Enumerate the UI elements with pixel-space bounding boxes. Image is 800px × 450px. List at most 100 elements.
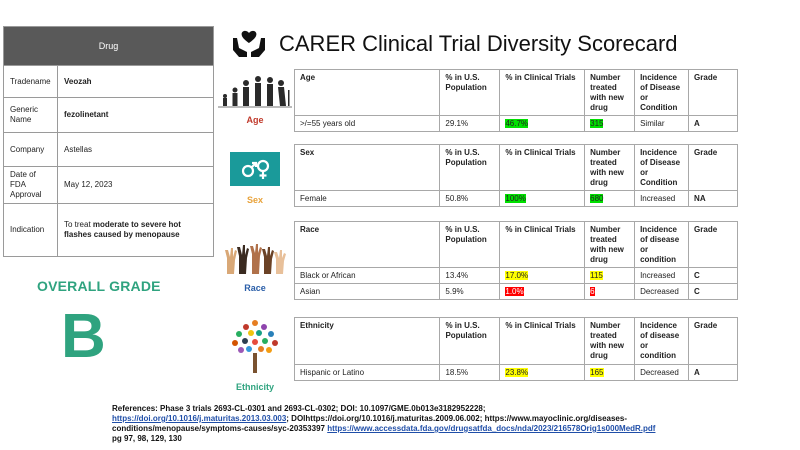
col-header: Number treated with new drug [584, 221, 636, 268]
col-header: % in U.S. Population [439, 221, 501, 268]
table-row: Hispanic or Latino 18.5% 23.8% 165 Decre… [293, 364, 738, 381]
col-header: Incidence of disease or condition [634, 221, 690, 268]
age-table: Age % in U.S. Population % in Clinical T… [293, 69, 738, 132]
col-header: % in U.S. Population [439, 317, 501, 365]
grade-cell: NA [688, 190, 738, 207]
col-header: Race [293, 221, 441, 268]
table-row: Black or African 13.4% 17.0% 115 Increas… [293, 267, 738, 284]
group-cell: Female [293, 190, 441, 207]
references-text: ; DOIhttps://doi.org/10.1016/j.maturitas… [112, 414, 627, 433]
col-header: Number treated with new drug [584, 317, 636, 365]
trials-cell: 100% [499, 190, 586, 207]
people-tree-icon [232, 320, 278, 373]
race-category-label: Race [244, 283, 266, 293]
treated-cell: 680 [584, 190, 636, 207]
incidence-cell: Increased [634, 267, 690, 284]
company-value: Astellas [64, 144, 93, 154]
references-pages: pg 97, 98, 129, 130 [112, 434, 182, 443]
col-header: Grade [688, 221, 738, 268]
race-category-icon: Race [218, 244, 292, 293]
col-header: Grade [688, 144, 738, 191]
population-cell: 13.4% [439, 267, 501, 284]
tradename-value: Veozah [64, 76, 92, 86]
reference-link[interactable]: https://doi.org/10.1016/j.maturitas.2013… [112, 414, 287, 423]
col-header: Sex [293, 144, 441, 191]
generic-name-label: Generic Name [4, 98, 58, 132]
table-row: Female 50.8% 100% 680 Increased NA [293, 190, 738, 207]
col-header: Incidence of Disease or Condition [634, 144, 690, 191]
col-header: Grade [688, 317, 738, 365]
population-cell: 18.5% [439, 364, 501, 381]
sex-table: Sex % in U.S. Population % in Clinical T… [293, 144, 738, 207]
trials-cell: 23.8% [499, 364, 586, 381]
table-row: Asian 5.9% 1.0% 6 Decreased C [293, 283, 738, 300]
group-cell: Hispanic or Latino [293, 364, 441, 381]
indication-value: To treat moderate to severe hot flashes … [64, 220, 181, 239]
col-header: % in Clinical Trials [499, 221, 586, 268]
treated-cell: 115 [584, 267, 636, 284]
sex-category-label: Sex [246, 195, 263, 205]
references-text: References: Phase 3 trials 2693-CL-0301 … [112, 404, 486, 413]
treated-cell: 315 [584, 115, 636, 132]
treated-cell: 6 [584, 283, 636, 300]
generic-name-row: Generic Name fezolinetant [4, 97, 213, 132]
trials-cell: 46.7% [499, 115, 586, 132]
table-row: >/=55 years old 29.1% 46.7% 315 Similar … [293, 115, 738, 132]
race-table: Race % in U.S. Population % in Clinical … [293, 221, 738, 300]
age-category-icon: Age [218, 66, 292, 125]
col-header: Grade [688, 69, 738, 116]
drug-card: Drug Tradename Veozah Generic Name fezol… [3, 26, 214, 257]
treated-cell: 165 [584, 364, 636, 381]
drug-card-header: Drug [4, 27, 213, 65]
col-header: Number treated with new drug [584, 69, 636, 116]
company-row: Company Astellas [4, 132, 213, 166]
incidence-cell: Decreased [634, 364, 690, 381]
company-label: Company [4, 133, 58, 166]
sex-category-icon: Sex [218, 152, 292, 205]
tradename-row: Tradename Veozah [4, 65, 213, 97]
age-category-label: Age [246, 115, 264, 125]
page-title: CARER Clinical Trial Diversity Scorecard [279, 31, 678, 56]
incidence-cell: Similar [634, 115, 690, 132]
gender-symbols-icon [230, 152, 280, 186]
population-cell: 29.1% [439, 115, 501, 132]
indication-label: Indication [4, 204, 58, 256]
incidence-cell: Increased [634, 190, 690, 207]
group-cell: Asian [293, 283, 441, 300]
population-cell: 50.8% [439, 190, 501, 207]
age-table-header: Age % in U.S. Population % in Clinical T… [293, 69, 738, 116]
tradename-label: Tradename [4, 66, 58, 97]
overall-grade-title: OVERALL GRADE [37, 278, 161, 294]
col-header: Incidence of Disease or Condition [634, 69, 690, 116]
col-header: % in Clinical Trials [499, 69, 586, 116]
ethnicity-table-header: Ethnicity % in U.S. Population % in Clin… [293, 317, 738, 365]
approval-date-row: Date of FDA Approval May 12, 2023 [4, 166, 213, 203]
grade-cell: C [688, 267, 738, 284]
generic-name-value: fezolinetant [64, 110, 109, 119]
raised-hands-icon [225, 244, 286, 274]
trials-cell: 17.0% [499, 267, 586, 284]
references: References: Phase 3 trials 2693-CL-0301 … [112, 404, 712, 444]
reference-link[interactable]: https://www.accessdata.fda.gov/drugsatfd… [327, 424, 656, 433]
ethnicity-category-label: Ethnicity [235, 382, 274, 392]
ethnicity-table: Ethnicity % in U.S. Population % in Clin… [293, 317, 738, 381]
col-header: Incidence of disease or condition [634, 317, 690, 365]
approval-date-value: May 12, 2023 [64, 180, 113, 189]
col-header: % in Clinical Trials [499, 317, 586, 365]
trials-cell: 1.0% [499, 283, 586, 300]
col-header: % in Clinical Trials [499, 144, 586, 191]
col-header: % in U.S. Population [439, 69, 501, 116]
grade-cell: C [688, 283, 738, 300]
indication-row: Indication To treat moderate to severe h… [4, 203, 213, 256]
col-header: Ethnicity [293, 317, 441, 365]
population-cell: 5.9% [439, 283, 501, 300]
group-cell: >/=55 years old [293, 115, 441, 132]
approval-date-label: Date of FDA Approval [4, 167, 58, 203]
grade-cell: A [688, 364, 738, 381]
overall-grade-letter: B [61, 302, 106, 371]
race-table-header: Race % in U.S. Population % in Clinical … [293, 221, 738, 268]
sex-table-header: Sex % in U.S. Population % in Clinical T… [293, 144, 738, 191]
age-evolution-icon [218, 76, 292, 108]
grade-cell: A [688, 115, 738, 132]
col-header: % in U.S. Population [439, 144, 501, 191]
